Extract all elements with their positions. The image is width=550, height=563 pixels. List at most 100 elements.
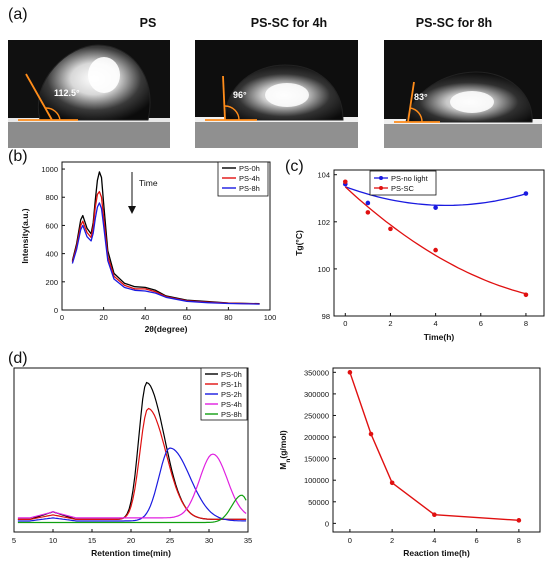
chart-b-ytick-label: 800 bbox=[45, 193, 58, 202]
chart-d-right-data-point bbox=[347, 370, 353, 375]
chart-c-data-point bbox=[342, 179, 348, 185]
chart-b-series-line bbox=[71, 171, 260, 305]
chart-b-legend-label: PS-4h bbox=[239, 174, 260, 183]
chart-b-ytick-label: 0 bbox=[54, 306, 58, 315]
chart-c-fit-line bbox=[345, 186, 527, 207]
chart-c-data-point bbox=[433, 247, 438, 253]
chart-b-ytick-label: 200 bbox=[45, 278, 58, 287]
chart-c-xlabel: Time(h) bbox=[424, 332, 455, 342]
chart-d-left-legend-label: PS-8h bbox=[221, 410, 242, 419]
chart-b-ylabel: Intensity(a.u.) bbox=[20, 208, 30, 263]
chart-d-right-ytick-label: 250000 bbox=[304, 411, 329, 420]
chart-c-data-point bbox=[523, 191, 529, 196]
chart-c-legend-label: PS-SC bbox=[391, 184, 415, 193]
chart-b-xtick-label: 80 bbox=[224, 313, 232, 322]
chart-d-right-ytick-label: 100000 bbox=[304, 476, 329, 485]
chart-c-data-point bbox=[365, 200, 371, 206]
chart-d-left-xtick-label: 30 bbox=[205, 536, 213, 545]
chart-c-xtick-label: 6 bbox=[479, 319, 483, 328]
chart-d-left-legend-label: PS-1h bbox=[221, 380, 242, 389]
contact-angle-photo-ps-sc-8h: 83° bbox=[384, 40, 542, 148]
chart-d-right-xtick-label: 0 bbox=[348, 536, 352, 545]
photo-title-ps-sc-4h: PS-SC for 4h bbox=[250, 16, 328, 30]
chart-b-xtick-label: 60 bbox=[183, 313, 191, 322]
chart-d-right-ylabel: Mn(g/mol) bbox=[278, 430, 292, 470]
angle-label-ps-sc-8h: 83° bbox=[414, 92, 428, 102]
chart-b-legend-label: PS-8h bbox=[239, 184, 260, 193]
chart-b-xlabel: 2θ(degree) bbox=[145, 324, 188, 334]
chart-d-left-xtick-label: 20 bbox=[127, 536, 135, 545]
chart-d-left-xtick-label: 5 bbox=[12, 536, 16, 545]
chart-b-xtick-label: 40 bbox=[141, 313, 149, 322]
chart-b-ytick-label: 1000 bbox=[41, 165, 58, 174]
chart-b-ytick-label: 600 bbox=[45, 221, 58, 230]
chart-c-xtick-label: 8 bbox=[524, 319, 528, 328]
chart-b-xtick-label: 100 bbox=[264, 313, 277, 322]
chart-d-left-xtick-label: 35 bbox=[244, 536, 252, 545]
panel-b-label: (b) bbox=[8, 148, 28, 165]
chart-d-left-xlabel: Retention time(min) bbox=[91, 548, 171, 558]
panel-d-label: (d) bbox=[8, 350, 28, 367]
chart-c-legend-marker bbox=[379, 186, 383, 190]
chart-b-series-line bbox=[71, 190, 260, 305]
chart-d-right-ytick-label: 350000 bbox=[304, 368, 329, 377]
panel-a-label: (a) bbox=[8, 6, 28, 23]
chart-b-frame bbox=[61, 161, 271, 311]
chart-c-legend-marker bbox=[379, 176, 383, 180]
chart-d-right-xtick-label: 4 bbox=[432, 536, 436, 545]
chart-c-tg: 0 2 4 6 8 98 100 102 104 Time(h) Tg(°C) PS-no light… bbox=[294, 169, 545, 342]
chart-d-right-xtick-label: 8 bbox=[517, 536, 521, 545]
chart-c-legend-box bbox=[369, 170, 437, 196]
chart-c-xtick-label: 0 bbox=[343, 319, 347, 328]
chart-c-xtick-label: 4 bbox=[434, 319, 438, 328]
chart-b-xrd: 0 20 40 60 80 100020040060080010002θ(degree)I… bbox=[20, 161, 277, 334]
chart-c-xtick-label: 2 bbox=[388, 319, 392, 328]
chart-b-ytick-label: 400 bbox=[45, 250, 58, 259]
chart-b-time-annotation: Time bbox=[139, 178, 158, 188]
contact-angle-photo-ps: 112.5° bbox=[8, 40, 170, 148]
chart-c-ytick-label: 98 bbox=[322, 312, 330, 321]
chart-d-left-xtick-label: 15 bbox=[88, 536, 96, 545]
chart-d-right-frame bbox=[332, 367, 541, 533]
chart-d-right-ytick-label: 50000 bbox=[308, 498, 329, 507]
chart-d-right-xtick-label: 6 bbox=[475, 536, 479, 545]
chart-d-left-series-line bbox=[17, 447, 247, 522]
chart-d-right-data-point bbox=[368, 431, 374, 437]
chart-d-right-ytick-label: 150000 bbox=[304, 455, 329, 464]
chart-b-xtick-label: 0 bbox=[60, 313, 64, 322]
chart-c-ylabel: Tg(°C) bbox=[294, 230, 304, 256]
chart-c-ytick-label: 104 bbox=[317, 171, 330, 180]
chart-d-right-data-point bbox=[389, 480, 395, 486]
chart-c-ytick-label: 102 bbox=[317, 218, 330, 227]
chart-d-left-series-line bbox=[17, 494, 247, 524]
chart-b-xtick-label: 20 bbox=[99, 313, 107, 322]
chart-d-left-legend-label: PS-2h bbox=[221, 390, 242, 399]
chart-d-right-data-point bbox=[516, 518, 522, 523]
chart-d-right-data-point bbox=[432, 512, 437, 518]
chart-d-left-series-line bbox=[17, 407, 247, 520]
chart-d-right-xlabel: Reaction time(h) bbox=[403, 548, 470, 558]
chart-c-data-point bbox=[523, 292, 529, 298]
chart-d-left-legend-label: PS-4h bbox=[221, 400, 242, 409]
chart-d-right-ytick-label: 200000 bbox=[304, 433, 329, 442]
chart-c-data-point bbox=[388, 226, 393, 232]
angle-label-ps-sc-4h: 96° bbox=[233, 90, 247, 100]
chart-b-time-arrowhead bbox=[128, 206, 136, 214]
chart-b-series-line bbox=[71, 202, 260, 305]
photo-title-ps-sc-8h: PS-SC for 8h bbox=[415, 16, 493, 30]
chart-c-data-point bbox=[433, 205, 438, 210]
chart-d-right-series-line bbox=[349, 372, 519, 521]
chart-d-mn: 0 2 4 6 8 0 50000 100000 150000 200000 250000 30000… bbox=[278, 367, 541, 558]
chart-c-legend-label: PS-no light bbox=[391, 174, 429, 183]
chart-c-fit-line bbox=[344, 186, 527, 295]
chart-d-left-xtick-label: 10 bbox=[49, 536, 57, 545]
contact-angle-photo-ps-sc-4h: 96° bbox=[195, 40, 358, 148]
chart-d-right-xtick-label: 2 bbox=[390, 536, 394, 545]
chart-c-ytick-label: 100 bbox=[317, 265, 330, 274]
photo-title-ps: PS bbox=[139, 16, 157, 30]
chart-c-data-point bbox=[365, 210, 371, 215]
chart-d-left-series-line bbox=[17, 453, 247, 519]
chart-b-legend-label: PS-0h bbox=[239, 164, 260, 173]
chart-d-left-legend-label: PS-0h bbox=[221, 370, 242, 379]
